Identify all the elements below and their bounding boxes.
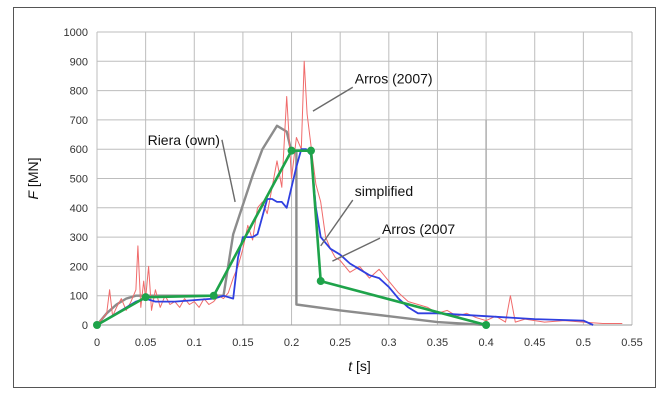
y-tick-labels: 0 100 200 300 400 500 600 700 800 900 1000 (64, 27, 88, 332)
x-tick-label: 0.2 (284, 337, 299, 349)
y-tick-label: 900 (70, 56, 88, 68)
x-tick-label: 0.25 (329, 337, 350, 349)
annotations: Arros (2007) Riera (own) simplified Arros (… (148, 70, 455, 262)
series-point-simplified (141, 293, 150, 302)
x-axis-label: t [s] (348, 358, 371, 374)
series-group (93, 60, 623, 329)
series-point-simplified (209, 291, 218, 300)
series-point-simplified (93, 321, 101, 329)
annotation-leader-line (221, 139, 236, 203)
y-axis-label-unit: [MN] (25, 157, 41, 190)
y-tick-label: 1000 (64, 27, 88, 39)
x-tick-label: 0.45 (524, 337, 545, 349)
x-tick-label: 0.35 (427, 337, 448, 349)
y-axis-label: F [MN] (25, 157, 41, 199)
x-tick-labels: 0 0.05 0.1 0.15 0.2 0.25 0.3 0.35 0.4 0.45 0.5 0.55 (94, 337, 643, 349)
y-tick-label: 400 (70, 203, 88, 215)
annotation-leader-line (320, 199, 354, 247)
y-tick-label: 800 (70, 86, 88, 98)
x-axis-label-unit: [s] (352, 358, 371, 374)
annotation-leader-line (332, 237, 381, 262)
x-tick-label: 0.3 (381, 337, 396, 349)
x-tick-label: 0.4 (478, 337, 493, 349)
y-tick-label: 100 (70, 291, 88, 303)
x-axis-label-symbol: t (348, 358, 353, 374)
series-point-simplified (316, 277, 325, 286)
x-tick-label: 0.05 (135, 337, 156, 349)
y-tick-label: 500 (70, 174, 88, 186)
y-tick-label: 700 (70, 115, 88, 127)
annotation-leader-line (312, 86, 354, 112)
annotation-label: Arros (2007) (355, 70, 433, 86)
annotation-label: Arros (2007 (382, 221, 455, 237)
series-point-simplified (287, 146, 296, 155)
annotation-label: Riera (own) (148, 132, 220, 148)
series-point-simplified (482, 321, 491, 329)
y-tick-label: 600 (70, 144, 88, 156)
x-tick-label: 0.1 (187, 337, 202, 349)
x-tick-label: 0.15 (232, 337, 253, 349)
x-tick-label: 0.55 (621, 337, 642, 349)
series-point-simplified (307, 146, 315, 155)
y-axis-label-symbol: F (25, 190, 41, 200)
annotation-label: simplified (355, 183, 413, 199)
x-tick-label: 0.5 (576, 337, 591, 349)
x-tick-label: 0 (94, 337, 100, 349)
y-tick-label: 200 (70, 261, 88, 273)
y-tick-label: 0 (82, 320, 88, 332)
y-tick-label: 300 (70, 232, 88, 244)
